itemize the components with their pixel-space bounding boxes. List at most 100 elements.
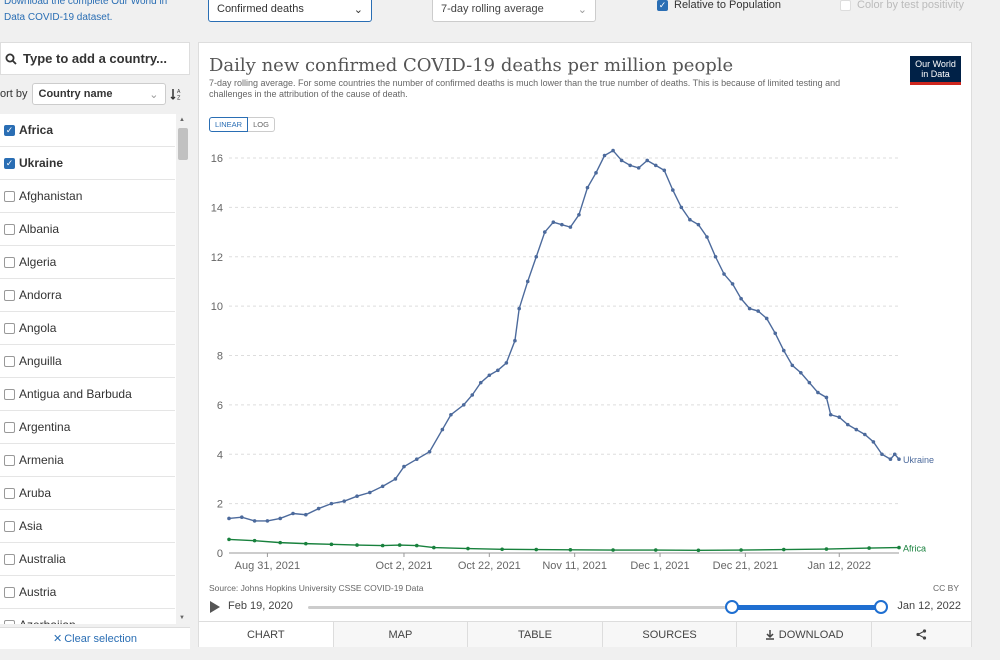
tab-chart-label: CHART (246, 628, 285, 641)
clear-selection-button[interactable]: ✕ Clear selection (0, 627, 190, 649)
country-item[interactable]: Antigua and Barbuda (0, 378, 175, 411)
data-point-ukraine (871, 440, 876, 444)
data-point-ukraine (756, 309, 760, 313)
checkbox-icon[interactable] (4, 322, 15, 334)
country-item[interactable]: Andorra (0, 279, 175, 312)
checkbox-checked-icon: ✓ (657, 0, 668, 11)
country-name: Anguilla (19, 354, 62, 368)
tab-chart[interactable]: CHART (199, 622, 333, 647)
scroll-thumb[interactable] (178, 128, 188, 160)
country-name: Antigua and Barbuda (19, 387, 132, 401)
data-point-ukraine (645, 158, 650, 163)
data-point-africa (278, 540, 283, 545)
linear-scale-button[interactable]: LINEAR (209, 117, 249, 132)
checkbox-checked-icon[interactable]: ✓ (4, 157, 15, 169)
share-button[interactable] (870, 622, 971, 647)
data-point-ukraine (773, 331, 778, 336)
license-note[interactable]: CC BY (933, 583, 959, 593)
country-item[interactable]: Asia (0, 510, 175, 543)
y-tick-label: 14 (211, 202, 223, 214)
tab-download[interactable]: DOWNLOAD (736, 622, 871, 647)
timeline-range (732, 605, 881, 610)
checkbox-icon[interactable] (4, 487, 15, 499)
checkbox-icon[interactable] (4, 586, 15, 598)
country-item[interactable]: ✓ Africa (0, 114, 175, 147)
country-item[interactable]: Albania (0, 213, 175, 246)
chevron-down-icon: ⌄ (149, 88, 159, 101)
country-item[interactable]: Azerbaijan (0, 609, 175, 624)
logo-line-2: in Data (921, 69, 950, 79)
country-name: Algeria (19, 255, 57, 269)
data-point-ukraine (577, 212, 581, 217)
data-point-ukraine (611, 148, 615, 153)
checkbox-icon[interactable] (4, 190, 15, 202)
clear-selection-label: Clear selection (64, 632, 137, 645)
timeline-end-handle[interactable] (874, 600, 888, 614)
log-scale-button[interactable]: LOG (248, 117, 275, 132)
country-item[interactable]: Angola (0, 312, 175, 345)
tab-sources[interactable]: SOURCES (601, 622, 737, 647)
play-icon[interactable] (209, 601, 221, 613)
timeline-end: Jan 12, 2022 (897, 600, 961, 612)
checkbox-icon[interactable] (4, 454, 15, 466)
chevron-down-icon: ⌄ (353, 3, 363, 16)
checkbox-icon[interactable] (4, 619, 15, 624)
country-item[interactable]: Austria (0, 576, 175, 609)
data-point-ukraine (478, 380, 483, 385)
data-point-ukraine (440, 427, 445, 432)
data-point-africa (252, 538, 257, 543)
country-item[interactable]: Argentina (0, 411, 175, 444)
source-note[interactable]: Source: Johns Hopkins University CSSE CO… (209, 583, 424, 593)
checkbox-checked-icon[interactable]: ✓ (4, 124, 15, 136)
test-positivity-toggle[interactable]: Color by test positivity (840, 0, 964, 11)
data-point-ukraine (636, 166, 641, 170)
data-point-africa (329, 542, 334, 547)
owid-logo[interactable]: Our World in Data (910, 56, 961, 85)
data-point-ukraine (414, 457, 419, 461)
data-point-ukraine (602, 153, 607, 158)
sort-order-icon[interactable]: AZ (170, 87, 184, 101)
data-point-africa (380, 543, 385, 548)
scroll-up-icon[interactable]: ▲ (179, 117, 185, 123)
relative-to-population-toggle[interactable]: ✓ Relative to Population (657, 0, 781, 11)
checkbox-icon[interactable] (4, 388, 15, 400)
country-item[interactable]: Afghanistan (0, 180, 175, 213)
scroll-down-icon[interactable]: ▼ (179, 615, 185, 621)
country-name: Albania (19, 222, 60, 236)
timeline-start-handle[interactable] (725, 600, 740, 614)
checkbox-icon[interactable] (4, 421, 15, 433)
country-item[interactable]: Anguilla (0, 345, 175, 378)
data-point-ukraine (560, 222, 564, 227)
data-point-ukraine (628, 163, 632, 168)
tab-map[interactable]: MAP (332, 622, 468, 647)
data-point-africa (824, 547, 829, 551)
tab-table[interactable]: TABLE (467, 622, 602, 647)
country-item[interactable]: Aruba (0, 477, 175, 510)
country-item[interactable]: Australia (0, 543, 175, 576)
download-link[interactable]: Data COVID-19 dataset. (4, 12, 113, 23)
checkbox-icon[interactable] (4, 355, 15, 367)
country-name: Aruba (19, 486, 52, 500)
data-point-ukraine (854, 427, 859, 432)
checkbox-icon[interactable] (4, 256, 15, 268)
metric-select[interactable]: Confirmed deaths ⌄ (208, 0, 372, 22)
data-point-ukraine (265, 519, 270, 523)
data-point-ukraine (653, 163, 658, 168)
data-point-ukraine (240, 515, 244, 520)
interval-select[interactable]: 7-day rolling average ⌄ (432, 0, 596, 22)
country-item[interactable]: ✓ Ukraine (0, 147, 175, 180)
checkbox-icon[interactable] (4, 520, 15, 532)
country-item[interactable]: Algeria (0, 246, 175, 279)
country-search[interactable]: Type to add a country... (0, 42, 190, 75)
timeline-track[interactable] (308, 600, 888, 614)
checkbox-icon[interactable] (4, 553, 15, 565)
checkbox-icon[interactable] (4, 289, 15, 301)
country-item[interactable]: Armenia (0, 444, 175, 477)
data-point-ukraine (747, 306, 752, 311)
data-point-ukraine (380, 484, 385, 489)
sort-select[interactable]: Country name ⌄ (31, 83, 166, 105)
svg-text:A: A (177, 89, 181, 95)
data-point-ukraine (807, 380, 812, 385)
checkbox-icon[interactable] (4, 223, 15, 235)
list-scrollbar[interactable]: ▲ ▼ (176, 114, 190, 624)
